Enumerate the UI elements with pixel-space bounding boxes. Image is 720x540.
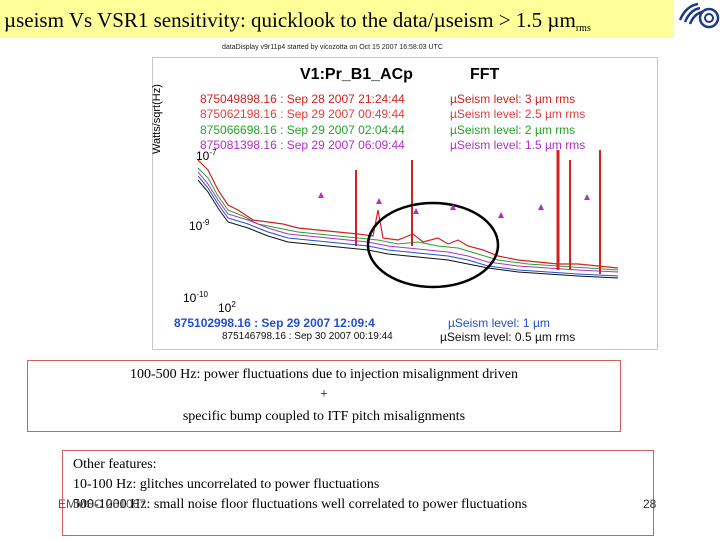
slide-title: µseism Vs VSR1 sensitivity: quicklook to… [4, 8, 591, 34]
title-text-1: seism Vs VSR1 sensitivity: quicklook to … [16, 8, 434, 32]
title-bar [0, 0, 674, 38]
legend-time-4: 875081398.16 : Sep 29 2007 06:09:44 [200, 138, 405, 152]
other-features-box: Other features: 10-100 Hz: glitches unco… [62, 450, 654, 536]
virgo-logo-icon [678, 2, 720, 29]
highlight-ellipse [366, 201, 500, 289]
y-tick-3: 10-10 [183, 290, 208, 305]
legend-time-2: 875062198.16 : Sep 29 2007 00:49:44 [200, 107, 405, 121]
legend-level-3: µSeism level: 2 µm rms [450, 123, 576, 137]
summary-line-3: specific bump coupled to ITF pitch misal… [182, 409, 466, 424]
title-mu-3: µ [547, 8, 560, 32]
title-text-2: seism > 1.5 [445, 8, 548, 32]
plot-fft-label: FFT [470, 66, 500, 83]
summary-line-1: 100-500 Hz: power fluctuations due to in… [129, 367, 519, 382]
footer-label: EMMSC 251007 [58, 497, 147, 511]
features-line-1: Other features: [73, 457, 157, 472]
title-subscript: rms [575, 23, 591, 34]
arrow-marker-5 [498, 212, 504, 218]
title-mu-1: µ [4, 8, 17, 32]
figure-header: dataDisplay v9r11p4 started by vicozotta… [222, 44, 443, 51]
page-number: 28 [643, 497, 657, 511]
spectrum-trace-green [198, 167, 618, 271]
summary-line-2: + [320, 387, 328, 402]
y-axis-label: Watts/sqrt(Hz) [151, 84, 163, 154]
features-line-2: 10-100 Hz: glitches uncorrelated to powe… [73, 477, 380, 492]
plot-frame [152, 57, 658, 350]
arrow-marker-3 [413, 208, 419, 214]
legend-time-6: 875146798.16 : Sep 30 2007 00:19:44 [222, 331, 393, 342]
legend-level-2: µSeism level: 2.5 µm rms [450, 107, 586, 121]
title-mu-2: µ [433, 8, 446, 32]
arrow-marker-2 [376, 198, 382, 204]
arrow-marker-1 [318, 192, 324, 198]
legend-time-1: 875049898.16 : Sep 28 2007 21:24:44 [200, 92, 405, 106]
y-tick-2: 10-9 [189, 218, 210, 233]
features-line-3: 500-1000 Hz: small noise floor fluctuati… [73, 497, 528, 512]
x-tick-1: 102 [218, 300, 236, 315]
legend-time-5: 875102998.16 : Sep 29 2007 12:09:4 [174, 316, 375, 330]
plot-title: V1:Pr_B1_ACp [300, 66, 413, 83]
legend-level-4: µSeism level: 1.5 µm rms [450, 138, 586, 152]
y-tick-1: 10-7 [196, 148, 217, 163]
title-unit: m [559, 8, 576, 32]
arrow-marker-6 [538, 204, 544, 210]
spectrum-trace-purple [198, 171, 618, 273]
legend-time-3: 875066698.16 : Sep 29 2007 02:04:44 [200, 123, 405, 137]
legend-level-1: µSeism level: 3 µm rms [450, 92, 576, 106]
legend-level-6: µSeism level: 0.5 µm rms [440, 330, 576, 344]
spectrum-trace-blue [198, 175, 618, 277]
spectrum-trace-red [198, 159, 618, 269]
arrow-marker-7 [584, 194, 590, 200]
summary-box: 100-500 Hz: power fluctuations due to in… [27, 360, 621, 432]
spectrum-chart [198, 150, 618, 289]
arrow-marker-4 [450, 204, 456, 210]
legend-level-5: µSeism level: 1 µm [448, 316, 550, 330]
